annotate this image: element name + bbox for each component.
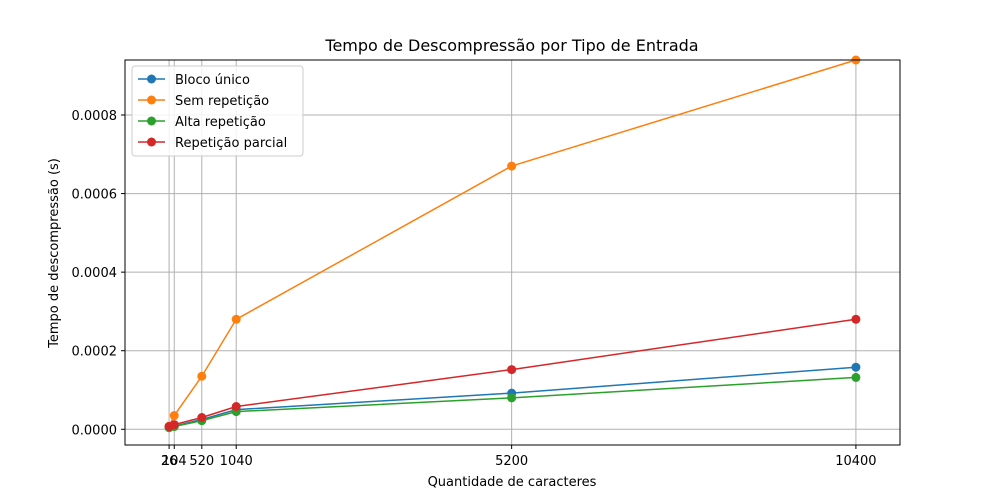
y-tick-label: 0.0002 bbox=[72, 345, 118, 360]
legend-marker-repeticao-parcial bbox=[147, 137, 156, 147]
x-tick-label: 5200 bbox=[495, 454, 528, 469]
series-line-alta-repeticao bbox=[168, 376, 856, 429]
legend-label-sem-repeticao: Sem repetição bbox=[175, 94, 269, 109]
plot-frame bbox=[124, 59, 901, 446]
legend-box bbox=[131, 65, 304, 157]
y-tick-label: 0.0004 bbox=[72, 266, 118, 281]
data-point-alta-repeticao bbox=[507, 393, 517, 403]
y-tick-label: 0.0000 bbox=[72, 423, 118, 438]
data-point-alta-repeticao bbox=[851, 372, 861, 382]
legend-label-alta-repeticao: Alta repetição bbox=[175, 115, 266, 130]
data-point-repeticao-parcial bbox=[197, 413, 207, 422]
data-point-sem-repeticao bbox=[197, 371, 207, 381]
data-point-sem-repeticao bbox=[507, 161, 517, 171]
x-tick-label: 1040 bbox=[220, 454, 253, 469]
legend-label-bloco-unico: Bloco único bbox=[175, 73, 250, 88]
series-layer bbox=[164, 55, 861, 433]
x-tick-label: 10400 bbox=[835, 454, 876, 469]
y-axis-title: Tempo de descompressão (s) bbox=[47, 158, 62, 349]
data-point-repeticao-parcial bbox=[169, 420, 179, 430]
x-tick-label: 104 bbox=[162, 454, 187, 469]
legend: Bloco único Sem repetição Alta repetição Re… bbox=[131, 65, 304, 157]
x-tick-label: 26 bbox=[161, 454, 178, 469]
data-point-repeticao-parcial bbox=[231, 402, 241, 411]
data-point-bloco-unico bbox=[851, 362, 861, 372]
legend-marker-bloco-unico bbox=[147, 74, 156, 84]
legend-marker-alta-repeticao bbox=[147, 116, 156, 126]
data-point-sem-repeticao bbox=[169, 411, 179, 421]
y-tick-label: 0.0006 bbox=[72, 188, 118, 203]
legend-marker-sem-repeticao bbox=[147, 95, 156, 105]
chart-title: Tempo de Descompressão por Tipo de Entra… bbox=[324, 36, 698, 55]
legend-label-repeticao-parcial: Repetição parcial bbox=[175, 136, 287, 151]
data-point-repeticao-parcial bbox=[507, 365, 517, 375]
data-point-sem-repeticao bbox=[231, 314, 241, 324]
x-tick-label: 520 bbox=[189, 454, 214, 469]
x-axis-title: Quantidade de caracteres bbox=[428, 475, 597, 490]
y-tick-label: 0.0008 bbox=[72, 109, 118, 124]
data-point-repeticao-parcial bbox=[851, 314, 861, 324]
y-axis: 0.0000 0.0002 0.0004 0.0006 0.0008 bbox=[72, 109, 125, 438]
